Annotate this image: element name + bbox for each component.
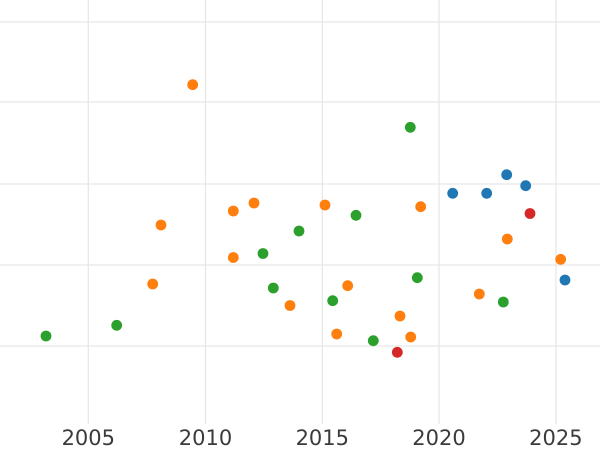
data-point xyxy=(404,121,416,133)
data-point xyxy=(497,296,509,308)
data-point xyxy=(227,252,239,263)
data-point xyxy=(40,330,52,342)
x-tick-label: 2015 xyxy=(296,426,349,450)
scatter-points xyxy=(40,79,571,358)
data-point xyxy=(555,253,567,265)
data-point xyxy=(394,310,406,322)
data-point xyxy=(501,233,513,245)
data-point xyxy=(248,197,260,209)
data-point xyxy=(411,272,423,284)
data-point xyxy=(447,187,459,199)
data-point xyxy=(111,319,123,331)
data-point xyxy=(350,209,362,221)
data-point xyxy=(284,300,296,311)
horizontal-gridlines xyxy=(0,21,600,347)
data-point xyxy=(293,225,305,237)
data-point xyxy=(405,331,417,343)
data-point xyxy=(227,205,239,217)
data-point xyxy=(267,282,279,294)
data-point xyxy=(147,278,159,290)
data-point xyxy=(342,280,354,292)
x-axis-tick-labels: 2005 2010 2015 2020 2025 xyxy=(62,426,583,450)
data-point xyxy=(319,199,331,211)
data-point xyxy=(155,219,167,231)
data-point xyxy=(257,248,269,259)
data-point xyxy=(327,295,339,307)
data-point xyxy=(415,201,427,213)
data-point xyxy=(481,187,493,199)
data-point xyxy=(367,335,379,347)
x-tick-label: 2010 xyxy=(179,426,232,450)
data-point xyxy=(501,169,513,181)
x-tick-label: 2020 xyxy=(412,426,465,450)
data-point xyxy=(331,328,343,340)
data-point xyxy=(520,180,532,192)
data-point xyxy=(187,79,199,91)
data-point xyxy=(559,274,571,286)
data-point xyxy=(391,346,403,358)
data-point xyxy=(524,208,536,219)
vertical-gridlines xyxy=(87,0,557,424)
x-tick-label: 2025 xyxy=(529,426,582,450)
x-tick-label: 2005 xyxy=(62,426,115,450)
data-point xyxy=(473,288,485,300)
